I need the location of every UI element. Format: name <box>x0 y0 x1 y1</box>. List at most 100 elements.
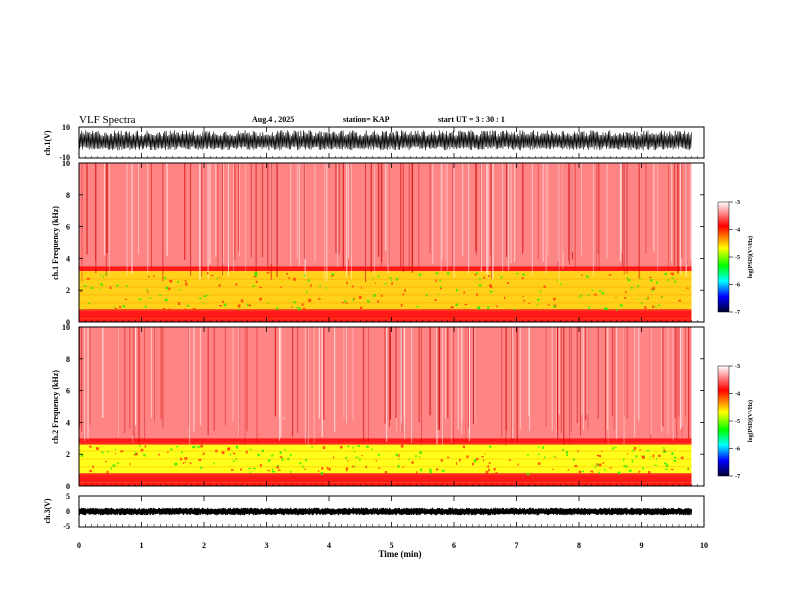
spectrogram-speckle <box>586 275 589 278</box>
spectrogram-speckle <box>158 453 160 456</box>
spectrogram-speckle <box>613 447 617 449</box>
spectrogram-speckle <box>603 469 606 471</box>
spectrogram-streak <box>501 327 503 438</box>
spectrogram-speckle <box>320 472 324 476</box>
spectrogram-speckle <box>402 293 405 296</box>
spectrogram-speckle <box>345 457 348 459</box>
spectrogram-streak <box>133 327 135 442</box>
spectrogram-speckle <box>447 308 450 312</box>
spectrogram-streak <box>680 163 682 276</box>
spectrogram-streak <box>279 327 281 419</box>
spectrogram-speckle <box>641 455 644 457</box>
spectrogram-speckle <box>482 459 485 462</box>
ch1-spectrogram-image <box>79 163 692 322</box>
spectrogram-speckle <box>248 304 252 307</box>
time-axis-tick-label: 10 <box>700 541 708 550</box>
ch2-colorbar-gradient <box>717 365 730 477</box>
spectrogram-speckle <box>105 461 107 463</box>
spectrogram-streak <box>108 163 110 278</box>
spectrogram-streak <box>661 327 663 432</box>
spectrogram-streak <box>389 327 390 428</box>
spectrogram-speckle <box>506 282 509 284</box>
spectrogram-speckle <box>637 298 639 300</box>
spectrogram-streak <box>581 327 583 415</box>
spectrogram-speckle <box>81 308 84 311</box>
spectrogram-speckle <box>439 279 441 282</box>
spectrogram-streak <box>597 327 599 419</box>
spectrogram-speckle <box>608 274 612 276</box>
spectrogram-streak <box>411 327 413 443</box>
spectrogram-speckle <box>95 447 99 450</box>
spectrogram-speckle <box>661 296 663 298</box>
spectrogram-streak <box>245 163 247 275</box>
spectrogram-speckle <box>284 449 286 451</box>
spectrogram-speckle <box>664 273 667 276</box>
spectrogram-speckle <box>561 449 565 451</box>
spectrogram-band <box>79 266 692 272</box>
spectrogram-speckle <box>268 459 271 463</box>
spectrogram-streak <box>283 327 285 420</box>
spectrogram-speckle <box>642 456 645 459</box>
spectrogram-streak <box>144 327 146 441</box>
spectrogram-streak <box>160 327 162 420</box>
spectrogram-streak <box>207 163 209 280</box>
spectrogram-speckle <box>277 464 279 467</box>
colorbar-tick-label: -5 <box>735 255 740 261</box>
spectrogram-streak <box>304 327 306 444</box>
spectrogram-streak <box>438 327 441 430</box>
spectrogram-speckle <box>202 302 204 305</box>
spectrogram-speckle <box>384 283 387 285</box>
spectrogram-speckle <box>555 456 557 459</box>
spectrogram-streak <box>274 327 276 417</box>
spectrogram-streak <box>522 163 523 255</box>
spectrogram-speckle <box>213 462 215 465</box>
spectrogram-speckle <box>83 285 87 287</box>
spectrogram-speckle <box>481 456 484 458</box>
spectrogram-speckle <box>149 297 152 299</box>
spectrogram-streak <box>505 327 507 431</box>
spectrogram-speckle <box>483 276 486 279</box>
spectrogram-streak <box>298 163 300 267</box>
spectrogram-speckle <box>598 463 602 467</box>
spectrogram-speckle <box>522 300 526 302</box>
spectrogram-speckle <box>541 446 544 449</box>
colorbar-tick-label: -7 <box>735 474 740 480</box>
spectrogram-speckle <box>435 279 437 282</box>
ch1-waveform-panel: ch.1(V) 10 -10 <box>43 123 705 162</box>
spectrogram-streak <box>607 327 609 445</box>
spectrogram-speckle <box>478 277 482 280</box>
spectrogram-speckle <box>635 455 638 458</box>
spectrogram-speckle <box>686 287 689 289</box>
spectrogram-speckle <box>680 456 684 460</box>
spectrogram-speckle <box>539 290 542 293</box>
spectrogram-speckle <box>434 299 437 301</box>
spectrogram-speckle <box>110 467 112 470</box>
spectrogram-speckle <box>450 306 454 309</box>
ch2-spectrogram-ytick-label: 4 <box>66 418 70 427</box>
spectrogram-streak <box>267 163 269 270</box>
spectrogram-streak <box>207 327 209 436</box>
spectrogram-speckle <box>429 468 432 471</box>
spectrogram-speckle <box>446 272 450 275</box>
spectrogram-streak <box>569 327 571 446</box>
spectrogram-streak <box>184 163 186 260</box>
spectrogram-streak <box>401 327 403 433</box>
spectrogram-speckle <box>310 284 312 287</box>
spectrogram-speckle <box>192 308 196 311</box>
spectrogram-streak <box>571 163 573 253</box>
time-axis-tick-label: 5 <box>390 541 394 550</box>
spectrogram-speckle <box>254 274 258 277</box>
spectrogram-streak <box>420 327 422 446</box>
spectrogram-streak <box>620 163 622 262</box>
spectrogram-streak <box>558 163 560 282</box>
spectrogram-speckle <box>252 285 256 287</box>
spectrogram-speckle <box>598 455 602 458</box>
spectrogram-speckle <box>581 470 584 473</box>
spectrogram-streak <box>621 163 623 252</box>
spectrogram-speckle <box>638 470 641 473</box>
spectrogram-speckle <box>464 303 468 306</box>
ch2-colorbar: log(PSD)(V²/Hz) -3 -4 -5 -6 -7 <box>717 364 754 480</box>
spectrogram-speckle <box>617 471 621 474</box>
spectrogram-speckle <box>591 289 593 292</box>
spectrogram-speckle <box>218 276 220 278</box>
